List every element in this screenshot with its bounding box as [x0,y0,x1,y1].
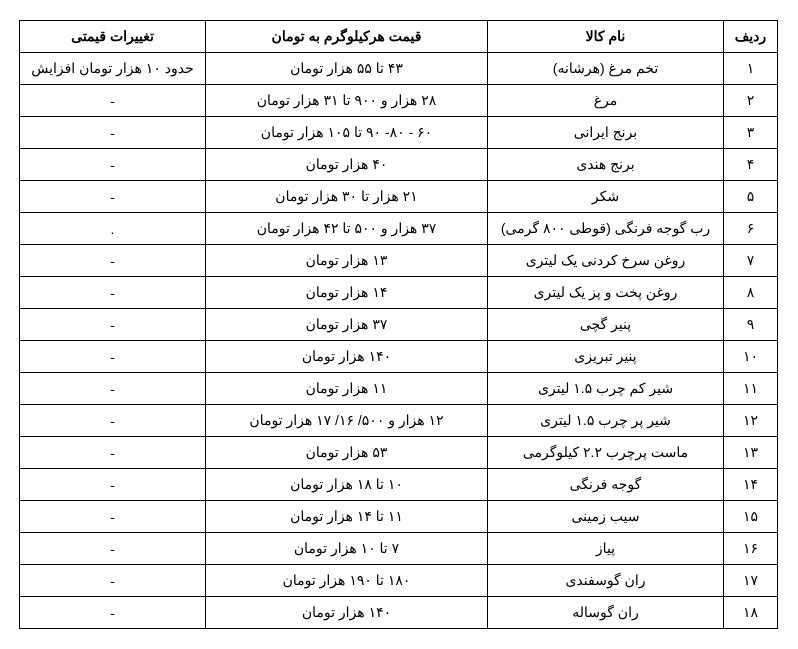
cell-change: - [20,277,206,309]
cell-change: - [20,245,206,277]
cell-change: - [20,565,206,597]
cell-idx: ۵ [724,181,778,213]
cell-change: - [20,85,206,117]
table-row: ۶رب گوجه فرنگی (قوطی ۸۰۰ گرمی)۳۷ هزار و … [20,213,778,245]
table-row: ۲مرغ۲۸ هزار و ۹۰۰ تا ۳۱ هزار تومان- [20,85,778,117]
cell-price: ۴۳ تا ۵۵ هزار تومان [206,53,488,85]
cell-name: پنیر گچی [488,309,724,341]
table-header-row: ردیف نام کالا قیمت هرکیلوگرم به تومان تغ… [20,21,778,53]
cell-name: ران گوسفندی [488,565,724,597]
cell-price: ۱۱ تا ۱۴ هزار تومان [206,501,488,533]
table-row: ۳برنج ایرانی۶۰ - ۸۰- ۹۰ تا ۱۰۵ هزار توما… [20,117,778,149]
table-row: ۱۷ران گوسفندی۱۸۰ تا ۱۹۰ هزار تومان- [20,565,778,597]
cell-change: - [20,501,206,533]
cell-name: برنج ایرانی [488,117,724,149]
table-row: ۱۱شیر کم چرب ۱.۵ لیتری۱۱ هزار تومان- [20,373,778,405]
cell-name: شیر پر چرب ۱.۵ لیتری [488,405,724,437]
cell-change: - [20,341,206,373]
cell-change: - [20,181,206,213]
col-header-idx: ردیف [724,21,778,53]
cell-price: ۷ تا ۱۰ هزار تومان [206,533,488,565]
cell-idx: ۱۴ [724,469,778,501]
cell-price: ۶۰ - ۸۰- ۹۰ تا ۱۰۵ هزار تومان [206,117,488,149]
cell-change: - [20,469,206,501]
cell-idx: ۲ [724,85,778,117]
cell-change: - [20,309,206,341]
cell-price: ۱۴ هزار تومان [206,277,488,309]
cell-name: گوجه فرنگی [488,469,724,501]
cell-change: - [20,597,206,629]
cell-change: - [20,405,206,437]
table-row: ۸روغن پخت و پز یک لیتری۱۴ هزار تومان- [20,277,778,309]
cell-idx: ۶ [724,213,778,245]
cell-idx: ۱۲ [724,405,778,437]
cell-price: ۱۴۰ هزار تومان [206,597,488,629]
cell-price: ۲۱ هزار تا ۳۰ هزار تومان [206,181,488,213]
cell-name: برنج هندی [488,149,724,181]
table-row: ۹پنیر گچی۳۷ هزار تومان- [20,309,778,341]
cell-change: - [20,437,206,469]
table-row: ۵شکر۲۱ هزار تا ۳۰ هزار تومان- [20,181,778,213]
table-row: ۱۰پنیر تبریزی۱۴۰ هزار تومان- [20,341,778,373]
cell-idx: ۷ [724,245,778,277]
table-row: ۱۵سیب زمینی۱۱ تا ۱۴ هزار تومان- [20,501,778,533]
cell-price: ۵۳ هزار تومان [206,437,488,469]
cell-name: سیب زمینی [488,501,724,533]
cell-price: ۱۴۰ هزار تومان [206,341,488,373]
table-row: ۱۲شیر پر چرب ۱.۵ لیتری۱۲ هزار و ۵۰۰/ ۱۶/… [20,405,778,437]
cell-price: ۲۸ هزار و ۹۰۰ تا ۳۱ هزار تومان [206,85,488,117]
cell-name: روغن پخت و پز یک لیتری [488,277,724,309]
cell-idx: ۱۰ [724,341,778,373]
cell-change: حدود ۱۰ هزار تومان افزایش [20,53,206,85]
cell-idx: ۳ [724,117,778,149]
cell-name: روغن سرخ کردنی یک لیتری [488,245,724,277]
cell-price: ۴۰ هزار تومان [206,149,488,181]
col-header-name: نام کالا [488,21,724,53]
cell-change: - [20,117,206,149]
table-row: ۱تخم مرغ (هرشانه)۴۳ تا ۵۵ هزار تومانحدود… [20,53,778,85]
cell-name: شیر کم چرب ۱.۵ لیتری [488,373,724,405]
cell-name: پیاز [488,533,724,565]
cell-change: - [20,149,206,181]
cell-price: ۳۷ هزار تومان [206,309,488,341]
cell-name: ران گوساله [488,597,724,629]
table-row: ۱۳ماست پرچرب ۲.۲ کیلوگرمی۵۳ هزار تومان- [20,437,778,469]
cell-name: مرغ [488,85,724,117]
cell-change: - [20,533,206,565]
col-header-price: قیمت هرکیلوگرم به تومان [206,21,488,53]
price-table: ردیف نام کالا قیمت هرکیلوگرم به تومان تغ… [19,20,778,629]
cell-price: ۱۲ هزار و ۵۰۰/ ۱۶/ ۱۷ هزار تومان [206,405,488,437]
cell-name: شکر [488,181,724,213]
cell-idx: ۸ [724,277,778,309]
cell-idx: ۴ [724,149,778,181]
table-body: ۱تخم مرغ (هرشانه)۴۳ تا ۵۵ هزار تومانحدود… [20,53,778,629]
cell-idx: ۹ [724,309,778,341]
cell-price: ۱۳ هزار تومان [206,245,488,277]
cell-name: تخم مرغ (هرشانه) [488,53,724,85]
table-row: ۱۸ران گوساله۱۴۰ هزار تومان- [20,597,778,629]
cell-price: ۱۰ تا ۱۸ هزار تومان [206,469,488,501]
cell-change: - [20,373,206,405]
cell-idx: ۱۳ [724,437,778,469]
cell-change: . [20,213,206,245]
cell-name: رب گوجه فرنگی (قوطی ۸۰۰ گرمی) [488,213,724,245]
cell-idx: ۱۷ [724,565,778,597]
cell-idx: ۱۵ [724,501,778,533]
cell-name: ماست پرچرب ۲.۲ کیلوگرمی [488,437,724,469]
cell-price: ۳۷ هزار و ۵۰۰ تا ۴۲ هزار تومان [206,213,488,245]
table-row: ۱۶پیاز۷ تا ۱۰ هزار تومان- [20,533,778,565]
cell-name: پنیر تبریزی [488,341,724,373]
cell-idx: ۱ [724,53,778,85]
table-row: ۱۴گوجه فرنگی۱۰ تا ۱۸ هزار تومان- [20,469,778,501]
cell-idx: ۱۸ [724,597,778,629]
cell-price: ۱۸۰ تا ۱۹۰ هزار تومان [206,565,488,597]
table-row: ۷روغن سرخ کردنی یک لیتری۱۳ هزار تومان- [20,245,778,277]
table-row: ۴برنج هندی۴۰ هزار تومان- [20,149,778,181]
cell-price: ۱۱ هزار تومان [206,373,488,405]
cell-idx: ۱۶ [724,533,778,565]
col-header-change: تغییرات قیمتی [20,21,206,53]
cell-idx: ۱۱ [724,373,778,405]
